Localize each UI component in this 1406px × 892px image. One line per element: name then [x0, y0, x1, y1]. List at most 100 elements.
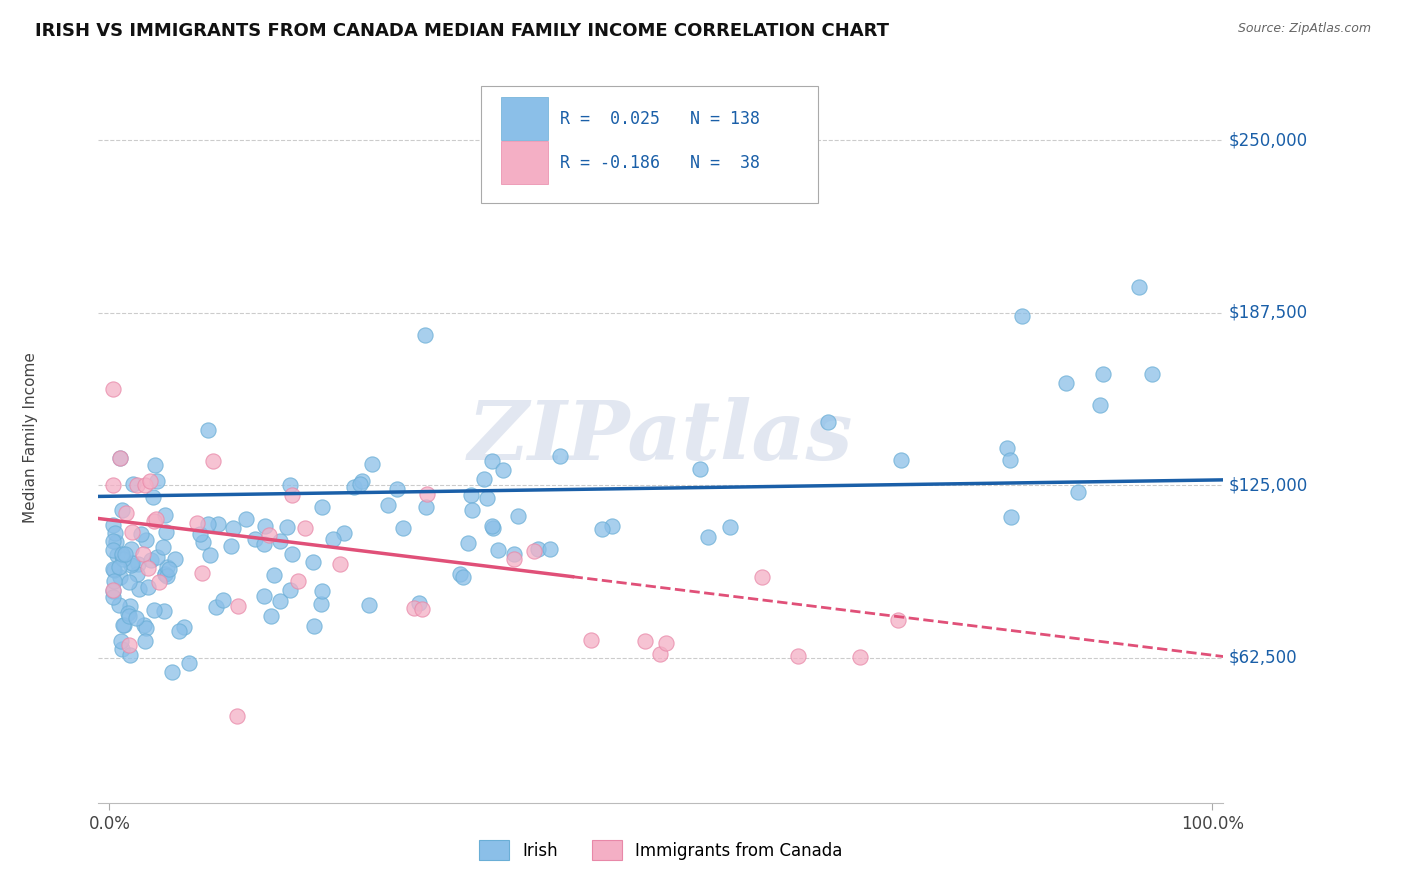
Point: [142, 491, 165, 505]
Point: [146, 549, 169, 564]
Point: [120, 541, 142, 556]
Point: [523, 544, 546, 558]
Point: [143, 602, 166, 616]
Point: [474, 472, 496, 486]
Point: [392, 521, 415, 535]
Point: [278, 478, 301, 492]
Point: [111, 547, 134, 561]
Point: [136, 580, 159, 594]
Point: [415, 500, 437, 515]
Point: [1142, 367, 1164, 381]
Point: [294, 521, 316, 535]
Point: [143, 458, 166, 473]
Text: $125,000: $125,000: [1229, 476, 1308, 494]
Point: [110, 450, 132, 465]
Point: [134, 634, 156, 648]
Point: [235, 512, 257, 526]
Point: [212, 593, 235, 607]
Point: [276, 520, 298, 534]
Point: [751, 569, 773, 583]
Point: [165, 552, 187, 566]
Point: [101, 382, 124, 396]
Point: [302, 619, 325, 633]
Point: [269, 534, 291, 549]
Point: [110, 634, 132, 648]
Point: [404, 601, 426, 615]
Text: ZIPatlas: ZIPatlas: [468, 397, 853, 477]
Point: [1000, 509, 1022, 524]
Point: [121, 557, 143, 571]
Point: [311, 500, 333, 515]
Point: [486, 543, 509, 558]
Point: [408, 596, 430, 610]
Text: $62,500: $62,500: [1229, 648, 1298, 667]
Point: [108, 570, 131, 584]
Point: [995, 442, 1018, 456]
Point: [156, 560, 179, 574]
Point: [503, 547, 526, 561]
Point: [145, 512, 167, 526]
Point: [481, 519, 503, 533]
Point: [101, 517, 124, 532]
Point: [226, 599, 249, 614]
Point: [1088, 398, 1111, 412]
Text: R = -0.186   N =  38: R = -0.186 N = 38: [560, 153, 759, 172]
FancyBboxPatch shape: [501, 97, 548, 140]
Point: [103, 574, 125, 588]
Point: [117, 606, 139, 620]
Point: [121, 558, 143, 573]
Point: [136, 561, 159, 575]
Point: [343, 480, 366, 494]
Point: [538, 541, 561, 556]
Point: [114, 547, 136, 561]
Point: [449, 566, 471, 581]
Point: [191, 535, 214, 549]
Point: [718, 520, 741, 534]
Point: [101, 533, 124, 548]
Point: [254, 519, 277, 533]
Point: [153, 604, 176, 618]
Point: [107, 559, 129, 574]
Point: [508, 509, 530, 524]
Point: [475, 491, 498, 505]
Point: [600, 519, 623, 533]
Point: [101, 562, 124, 576]
Point: [357, 598, 380, 612]
Text: R =  0.025   N = 138: R = 0.025 N = 138: [560, 110, 759, 128]
Point: [142, 514, 165, 528]
Point: [105, 548, 128, 562]
Point: [526, 541, 548, 556]
Point: [134, 477, 156, 491]
Point: [101, 543, 124, 558]
Point: [139, 553, 162, 567]
Point: [135, 621, 157, 635]
Point: [127, 558, 149, 572]
Point: [111, 552, 134, 566]
Point: [253, 589, 276, 603]
Point: [155, 524, 177, 539]
Point: [101, 582, 124, 597]
Point: [280, 488, 302, 502]
Point: [579, 633, 602, 648]
Point: [260, 608, 283, 623]
Point: [1066, 485, 1088, 500]
Point: [179, 657, 201, 671]
Point: [156, 568, 179, 582]
Point: [1128, 279, 1150, 293]
Point: [104, 535, 127, 549]
Text: IRISH VS IMMIGRANTS FROM CANADA MEDIAN FAMILY INCOME CORRELATION CHART: IRISH VS IMMIGRANTS FROM CANADA MEDIAN F…: [35, 22, 889, 40]
Point: [191, 566, 214, 581]
Point: [787, 649, 810, 664]
Point: [104, 526, 127, 541]
Point: [416, 487, 439, 501]
Point: [648, 647, 671, 661]
Point: [107, 599, 129, 613]
Point: [120, 599, 142, 614]
Point: [281, 547, 304, 561]
Point: [207, 516, 229, 531]
Point: [132, 618, 155, 632]
Point: [457, 536, 479, 550]
FancyBboxPatch shape: [481, 86, 818, 203]
Point: [243, 533, 266, 547]
Point: [697, 530, 720, 544]
